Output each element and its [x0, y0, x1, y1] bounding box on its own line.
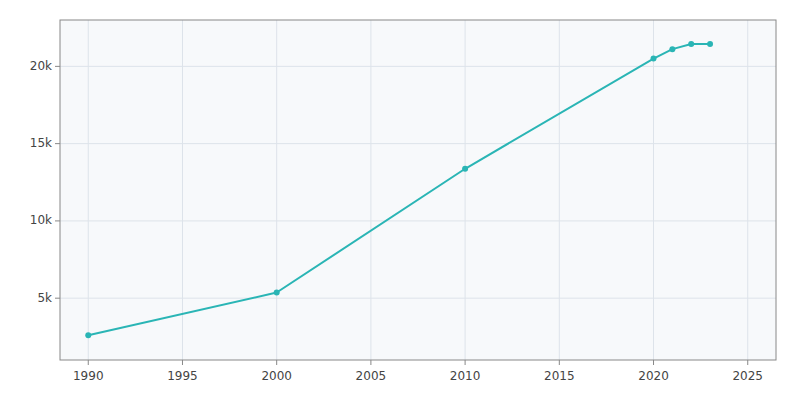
- data-series: [85, 41, 713, 338]
- y-tick-label: 5k: [37, 291, 52, 305]
- x-tick: [182, 360, 183, 365]
- marker: [85, 332, 91, 338]
- x-tick-label: 2025: [732, 369, 763, 383]
- y-tick: [55, 220, 60, 221]
- chart-container: 5k 10k 15k 20k 1990 1995 2000 2005 2010 2015 2020 2…: [0, 0, 800, 400]
- x-tick-label: 2015: [544, 369, 575, 383]
- x-grid-line: [276, 20, 277, 360]
- chart-svg: 5k 10k 15k 20k 1990 1995 2000 2005 2010 2015 2020 2…: [0, 0, 800, 400]
- grid: [60, 20, 776, 360]
- x-tick-label: 2000: [261, 369, 292, 383]
- marker: [688, 41, 694, 47]
- x-tick: [559, 360, 560, 365]
- y-tick: [55, 298, 60, 299]
- marker: [274, 290, 280, 296]
- y-grid-line: [60, 220, 776, 221]
- x-tick: [88, 360, 89, 365]
- x-grid-line: [465, 20, 466, 360]
- y-tick: [55, 143, 60, 144]
- marker: [669, 46, 675, 52]
- x-tick-label: 2005: [356, 369, 387, 383]
- x-tick: [276, 360, 277, 365]
- page: {"chart_data": {"type": "line", "x": [19…: [0, 0, 800, 400]
- line: [88, 44, 710, 335]
- x-grid-line: [88, 20, 89, 360]
- marker: [651, 56, 657, 62]
- marker: [462, 166, 468, 172]
- plot-background: [60, 20, 776, 360]
- y-tick: [55, 66, 60, 67]
- x-tick-label: 2010: [450, 369, 481, 383]
- x-grid-line: [747, 20, 748, 360]
- y-grid-line: [60, 143, 776, 144]
- marker: [707, 41, 713, 47]
- y-grid-line: [60, 66, 776, 67]
- x-grid-line: [182, 20, 183, 360]
- x-grid-line: [559, 20, 560, 360]
- x-tick-label: 2020: [638, 369, 669, 383]
- x-tick: [465, 360, 466, 365]
- x-grid-line: [653, 20, 654, 360]
- plot-frame: [60, 20, 776, 360]
- y-tick-label: 20k: [30, 59, 52, 73]
- x-tick: [370, 360, 371, 365]
- y-tick-label: 10k: [30, 213, 52, 227]
- x-tick: [747, 360, 748, 365]
- axes: 5k 10k 15k 20k 1990 1995 2000 2005 2010 2015 2020 2…: [30, 59, 763, 383]
- x-grid-line: [370, 20, 371, 360]
- x-tick-label: 1990: [73, 369, 104, 383]
- y-grid-line: [60, 298, 776, 299]
- y-tick-label: 15k: [30, 136, 52, 150]
- x-tick: [653, 360, 654, 365]
- x-tick-label: 1995: [167, 369, 198, 383]
